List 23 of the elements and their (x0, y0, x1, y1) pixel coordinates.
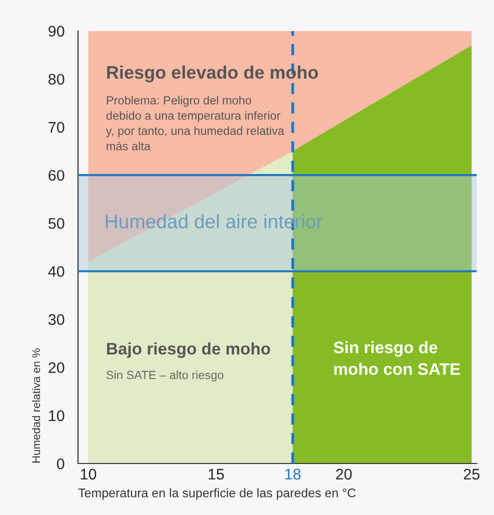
annotation: Riesgo elevado de moho (107, 66, 318, 82)
x-tick-label: 25 (464, 468, 480, 480)
y-axis-title: Humedad relativa en % (32, 348, 40, 463)
x-tick-label: 15 (208, 468, 224, 480)
y-tick-label: 50 (48, 218, 64, 229)
y-tick-label: 40 (48, 266, 64, 277)
x-axis-title: Temperatura en la superficie de las paredes en °C (78, 488, 356, 500)
x-tick-label: 18 (285, 468, 301, 480)
annotation: Problema: Peligro del moho debido a una temperatura inferior y, por tanto, una humedad relativa más alta (106, 96, 284, 150)
y-tick-label: 20 (48, 362, 64, 374)
y-tick-label: 0 (56, 458, 64, 470)
x-tick-label: 20 (336, 468, 352, 480)
y-tick-label: 80 (48, 74, 64, 85)
annotation: Sin SATE – alto riesgo (106, 370, 224, 382)
y-tick-label: 30 (48, 314, 64, 325)
annotation: Bajo riesgo de moho (107, 342, 270, 358)
y-tick-label: 10 (49, 410, 64, 422)
annotation: Sin riesgo de moho con SATE (334, 341, 460, 375)
x-tick-label: 10 (80, 468, 96, 480)
y-tick-label: 90 (48, 26, 64, 37)
y-tick-label: 60 (48, 170, 64, 181)
y-tick-label: 70 (48, 122, 64, 133)
band-label: Humedad del aire interior (106, 214, 322, 228)
